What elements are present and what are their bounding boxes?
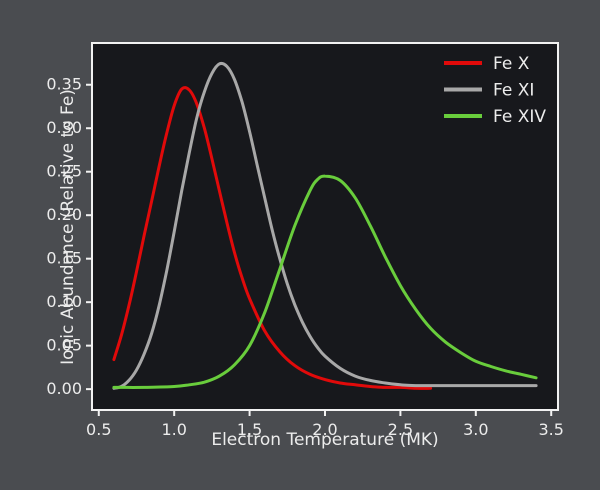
y-tick-label: 0.15 [46,249,82,268]
x-tick-label: 1.5 [237,420,262,439]
series-line-fe-xi [112,61,538,390]
series-line-fe-x [112,86,433,390]
y-tick-label: 0.35 [46,75,82,94]
y-tick-label: 0.25 [46,162,82,181]
x-tick-label: 1.0 [161,420,186,439]
x-tick-label: 0.5 [86,420,111,439]
legend-label-fe-x: Fe X [493,54,530,74]
y-tick-label: 0.05 [46,336,82,355]
x-tick-label: 3.0 [463,420,488,439]
y-tick-label: 0.00 [46,379,82,398]
x-tick-label: 2.5 [388,420,413,439]
y-tick-label: 0.10 [46,292,82,311]
y-axis-label: Ionic Abundance (Relative to Fe) [58,89,78,365]
x-axis-label: Electron Temperature (MK) [211,430,439,450]
legend-label-fe-xiv: Fe XIV [493,107,546,127]
plot-background [92,43,558,410]
y-tick-label: 0.20 [46,205,82,224]
legend-label-fe-xi: Fe XI [493,81,534,101]
x-tick-label: 3.5 [538,420,563,439]
y-tick-label: 0.30 [46,118,82,137]
x-tick-label: 2.0 [312,420,337,439]
series-line-fe-xiv [112,174,538,389]
